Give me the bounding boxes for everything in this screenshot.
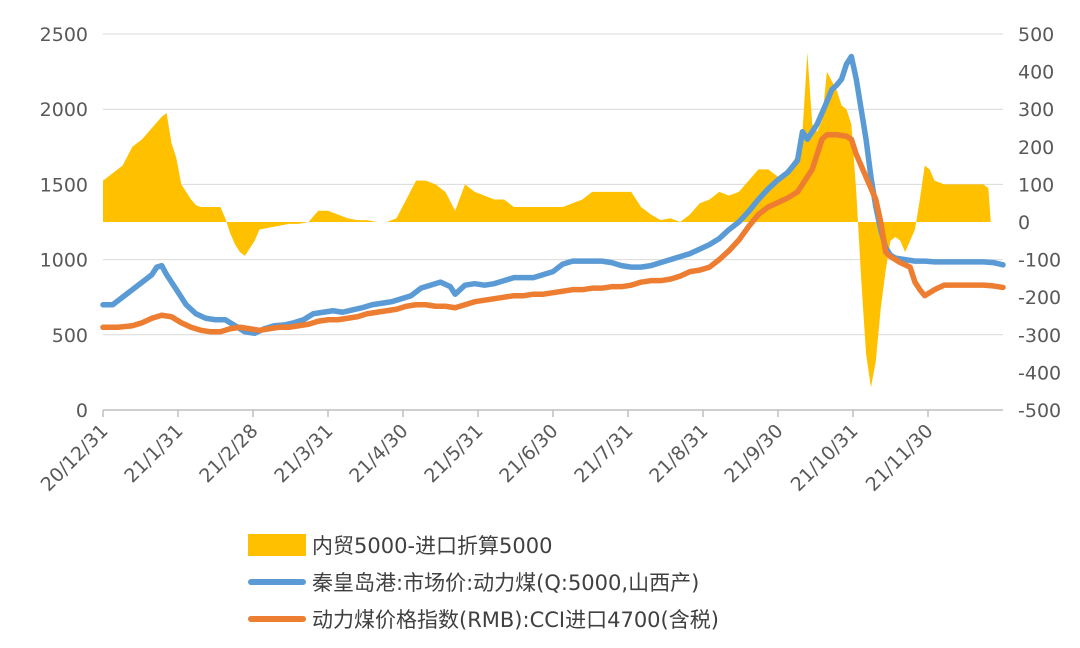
- x-tick-label: 21/8/31: [645, 420, 712, 487]
- x-tick-label: 21/7/31: [570, 420, 637, 487]
- line-series: [100, 53, 1006, 337]
- legend-swatch-spread: [248, 533, 306, 556]
- right-tick-label: 300: [1018, 99, 1054, 121]
- legend-swatch-cci-index: [248, 615, 306, 622]
- x-tick-label: 21/1/31: [120, 420, 187, 487]
- x-tick-label: 21/11/30: [862, 420, 938, 496]
- right-tick-label: -400: [1018, 362, 1061, 384]
- axes: [102, 409, 1003, 417]
- left-tick-label: 1500: [40, 174, 88, 196]
- right-axis-ticks: -500 -400 -300 -200 -100 0 100 200 300 400 500: [1018, 24, 1061, 422]
- left-tick-label: 0: [76, 400, 88, 422]
- right-tick-label: 0: [1018, 212, 1030, 234]
- x-tick-label: 20/12/31: [37, 420, 113, 496]
- gridlines: [103, 33, 1003, 336]
- left-tick-label: 2500: [40, 24, 88, 46]
- x-tick-label: 21/6/30: [495, 420, 562, 487]
- legend-label-spread: 内贸5000-进口折算5000: [312, 533, 553, 558]
- left-tick-label: 2000: [40, 99, 88, 121]
- right-tick-label: -100: [1018, 250, 1061, 272]
- area-series: [103, 52, 991, 388]
- legend-item-spread[interactable]: 内贸5000-进口折算5000: [248, 526, 719, 563]
- right-tick-label: 500: [1018, 24, 1054, 46]
- legend-label-qhd-price: 秦皇岛港:市场价:动力煤(Q:5000,山西产): [312, 570, 700, 595]
- x-tick-label: 21/10/31: [787, 420, 863, 496]
- line-series-qhd-price: [100, 53, 1006, 337]
- legend: 内贸5000-进口折算5000 秦皇岛港:市场价:动力煤(Q:5000,山西产)…: [248, 526, 719, 637]
- x-tick-label: 21/2/28: [195, 420, 262, 487]
- right-tick-label: 200: [1018, 137, 1054, 159]
- x-tick-label: 21/4/30: [345, 420, 412, 487]
- right-tick-label: -500: [1018, 400, 1061, 422]
- legend-item-cci-index[interactable]: 动力煤价格指数(RMB):CCI进口4700(含税): [248, 600, 719, 637]
- right-tick-label: -300: [1018, 325, 1061, 347]
- x-tick-label: 21/3/31: [270, 420, 337, 487]
- legend-item-qhd-price[interactable]: 秦皇岛港:市场价:动力煤(Q:5000,山西产): [248, 563, 719, 600]
- right-tick-label: 100: [1018, 174, 1054, 196]
- line-series-cci-index: [100, 132, 1006, 335]
- x-axis-ticks: 20/12/31 21/1/31 21/2/28 21/3/31 21/4/30 21/5…: [37, 420, 938, 496]
- left-tick-label: 1000: [40, 250, 88, 272]
- right-tick-label: 400: [1018, 62, 1054, 84]
- area-series-spread: [103, 52, 991, 388]
- legend-swatch-qhd-price: [248, 578, 306, 585]
- left-tick-label: 500: [52, 325, 88, 347]
- legend-label-cci-index: 动力煤价格指数(RMB):CCI进口4700(含税): [312, 607, 719, 632]
- x-tick-label: 21/9/30: [720, 420, 787, 487]
- x-tick-label: 21/5/31: [420, 420, 487, 487]
- right-tick-label: -200: [1018, 287, 1061, 309]
- left-axis-ticks: 0 500 1000 1500 2000 2500: [40, 24, 88, 422]
